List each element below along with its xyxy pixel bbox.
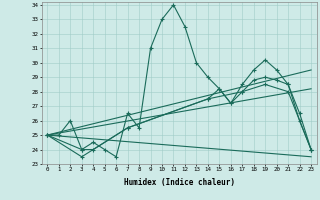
X-axis label: Humidex (Indice chaleur): Humidex (Indice chaleur) — [124, 178, 235, 187]
